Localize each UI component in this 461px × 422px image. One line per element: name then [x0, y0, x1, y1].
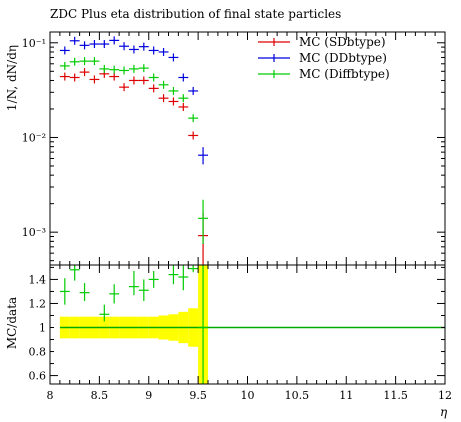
x-tick-label: 10.5	[285, 389, 310, 402]
legend-entry: MC (DDbtype)	[299, 51, 387, 65]
x-tick-label: 10	[241, 389, 255, 402]
x-tick-label: 11.5	[383, 389, 408, 402]
x-tick-label: 12	[438, 389, 452, 402]
ratio-y-tick-label: 0.6	[29, 370, 47, 383]
legend: MC (SDbtype) MC (DDbtype) MC (Diffbtype)	[258, 35, 390, 81]
ratio-y-tick-label: 1	[39, 322, 46, 335]
ratio-y-tick-label: 1.2	[29, 297, 47, 310]
x-axis-label: η	[440, 405, 448, 419]
ratio-y-axis-label: MC/data	[5, 297, 19, 349]
ratio-plot-panel: 0.6 0.8 1 1.2 1.4 8 8.5 9 9.5 10 10.5 11 11.5 12	[29, 264, 452, 402]
x-tick-label: 9	[145, 389, 152, 402]
ratio-y-tick-label: 1.4	[29, 273, 47, 286]
x-tick-label: 11	[339, 389, 353, 402]
legend-entry: MC (SDbtype)	[299, 35, 386, 49]
x-tick-label: 9.5	[189, 389, 207, 402]
main-y-tick-label: 10⁻³	[22, 226, 46, 239]
main-plot-panel: 10⁻¹ 10⁻² 10⁻³	[22, 31, 446, 266]
series-mc-diffbtype-	[59, 57, 208, 244]
x-tick-label: 8.5	[91, 389, 109, 402]
series-mc-sdbtype-	[59, 68, 208, 265]
ratio-y-tick-label: 0.8	[29, 346, 47, 359]
ratio-series	[59, 265, 208, 384]
main-y-tick-label: 10⁻¹	[22, 37, 46, 50]
chart-title: ZDC Plus eta distribution of final state…	[50, 7, 341, 21]
legend-entry: MC (Diffbtype)	[299, 67, 390, 81]
main-y-axis-label: 1/N, dN/dη	[5, 45, 19, 111]
x-tick-label: 8	[47, 389, 54, 402]
main-y-tick-label: 10⁻²	[22, 131, 46, 144]
series-mc-ddbtype-	[59, 36, 208, 165]
